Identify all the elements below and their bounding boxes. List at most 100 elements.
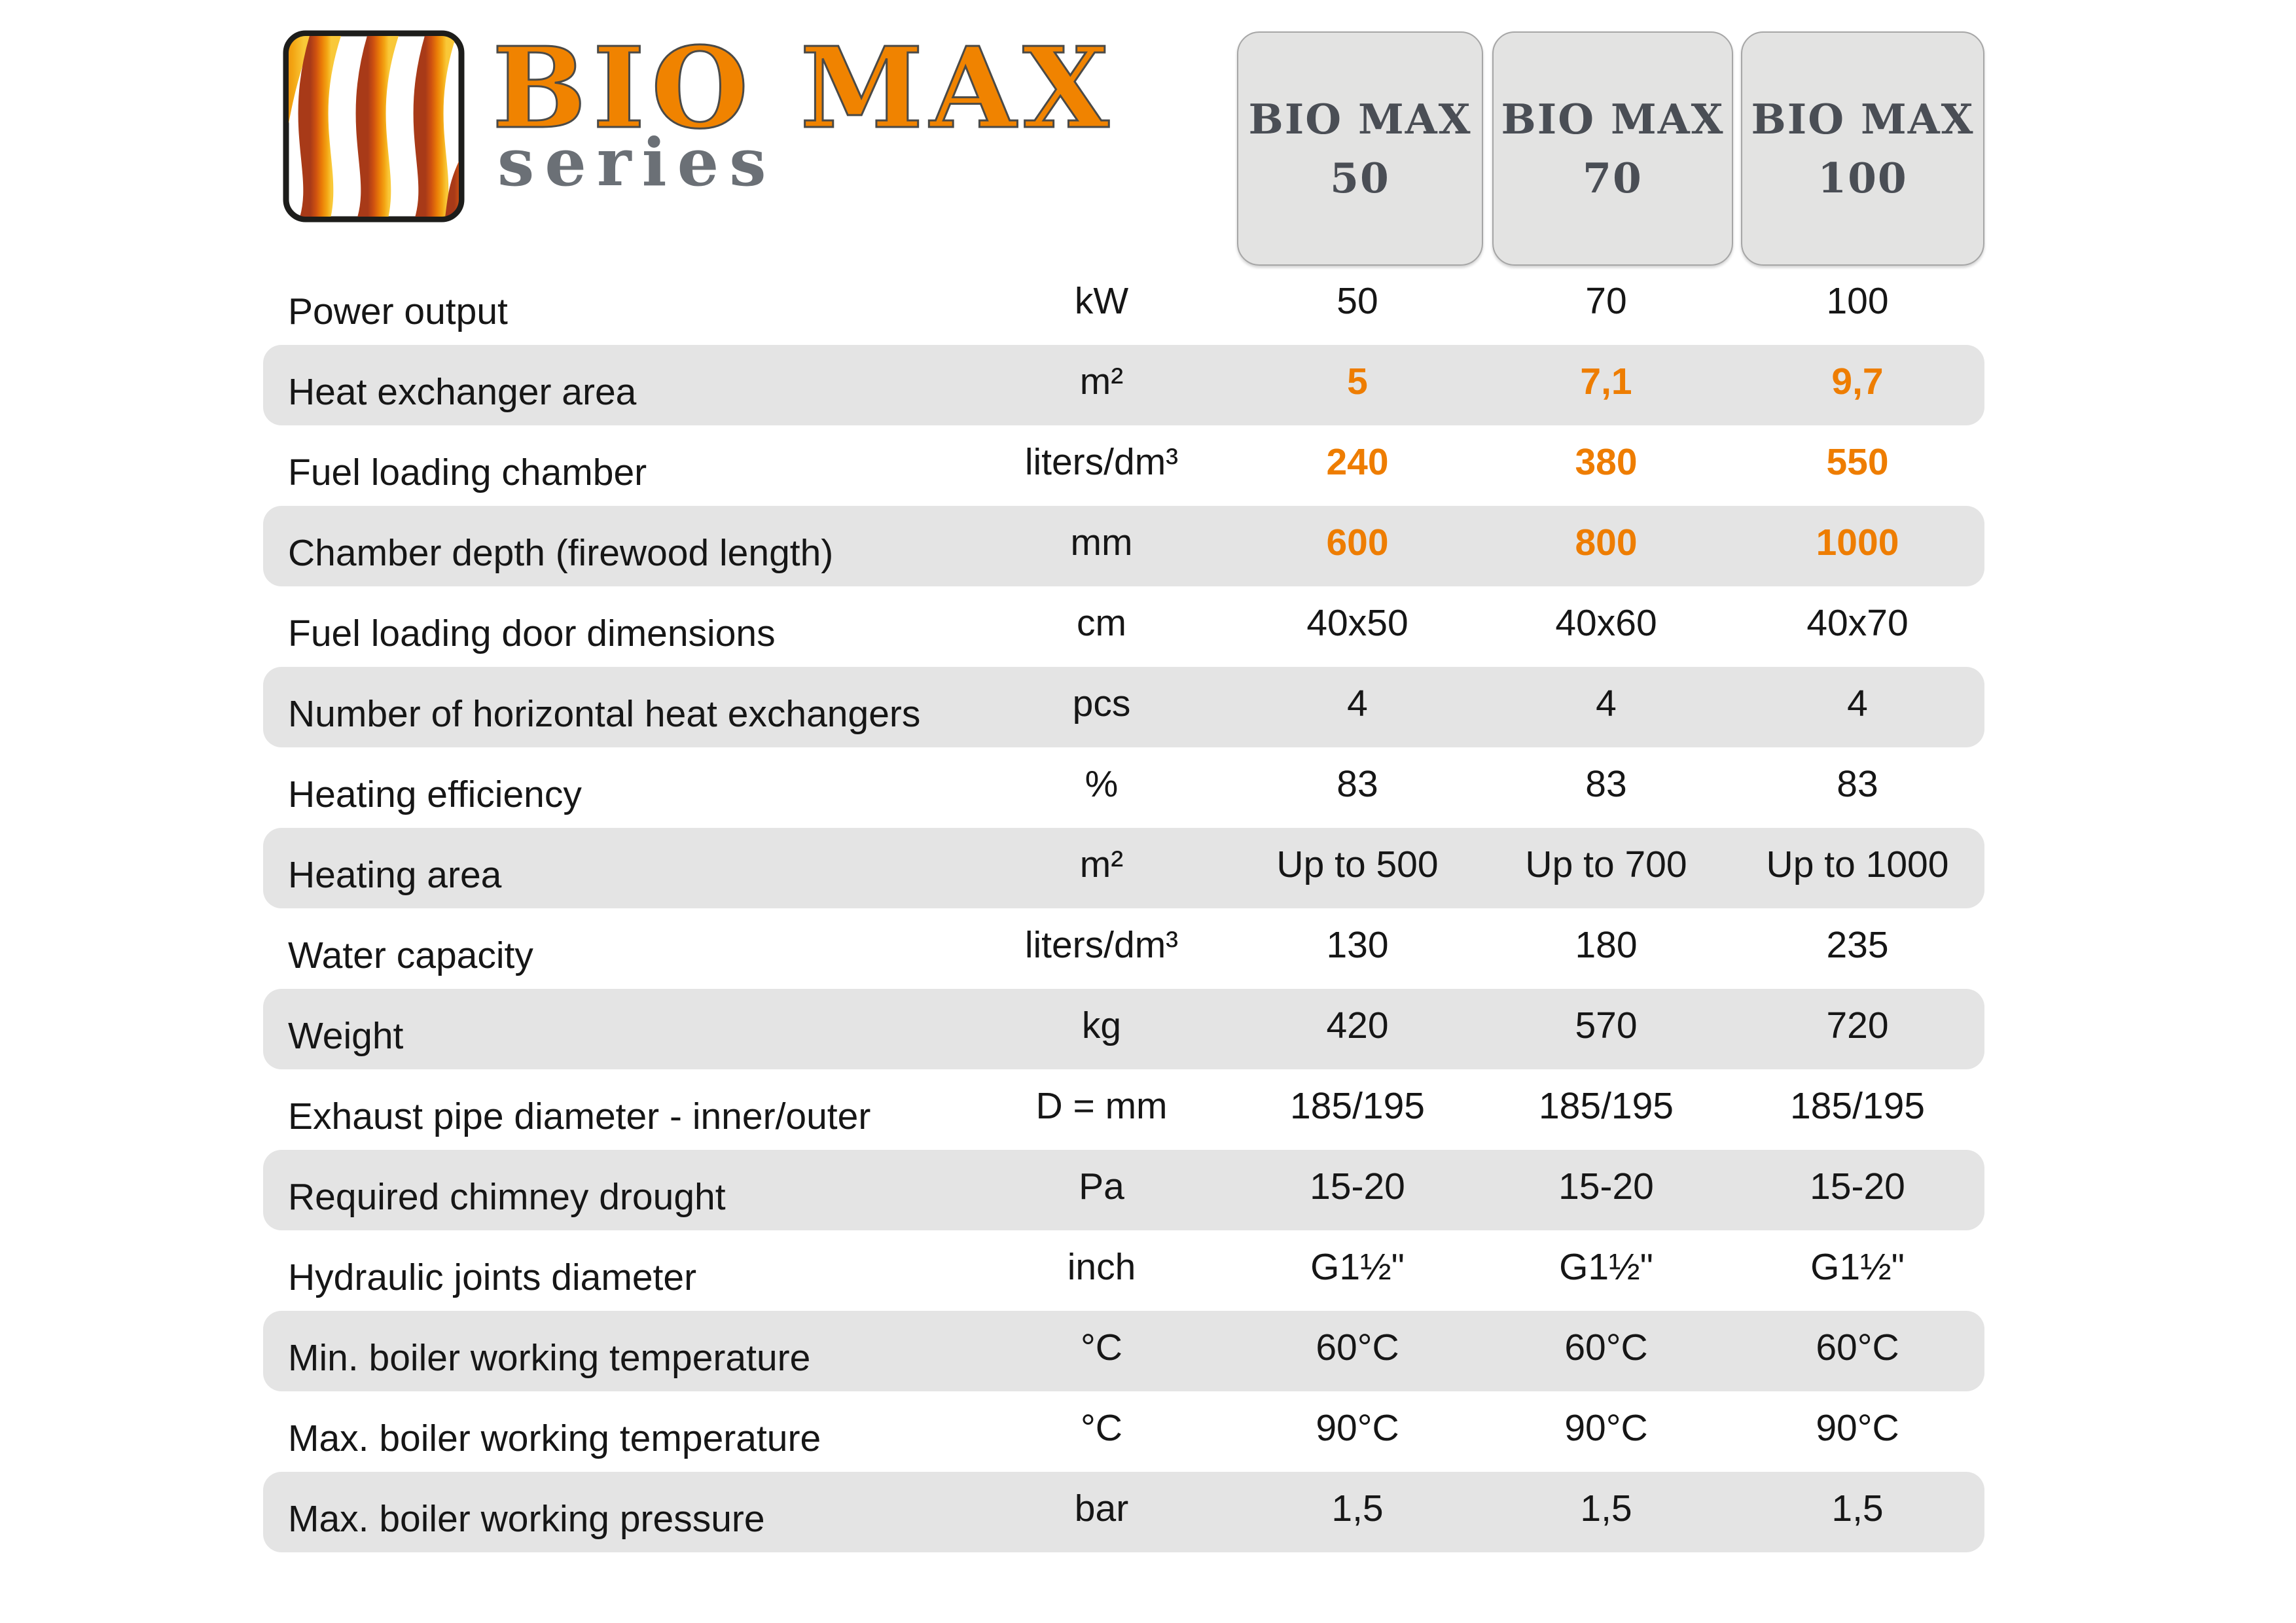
row-value-biomax-70: 70	[1585, 280, 1627, 322]
row-value-biomax-70: 185/195	[1538, 1085, 1674, 1127]
row-value-biomax-100: 83	[1837, 763, 1878, 805]
row-unit: liters/dm³	[1024, 924, 1179, 966]
row-unit: mm	[1070, 522, 1133, 563]
row-value-biomax-70: 570	[1575, 1005, 1638, 1046]
row-unit: D = mm	[1035, 1085, 1168, 1127]
row-value-biomax-50: G1½"	[1310, 1246, 1405, 1288]
row-label: Chamber depth (firewood length)	[288, 532, 834, 574]
row-value-biomax-100: 100	[1826, 280, 1889, 322]
row-unit: kW	[1074, 280, 1129, 322]
row-value-biomax-70: 83	[1585, 763, 1627, 805]
row-value-biomax-100: 9,7	[1831, 361, 1884, 402]
row-value-biomax-70: 15-20	[1558, 1166, 1654, 1207]
product-header-biomax-70: BIO MAX 70	[1492, 31, 1733, 266]
row-value-biomax-50: 60°C	[1316, 1327, 1399, 1368]
row-label: Fuel loading door dimensions	[288, 613, 776, 654]
spec-row: Water capacity liters/dm³ 130 180 235	[263, 908, 1984, 989]
spec-row: Weight kg 420 570 720	[263, 989, 1984, 1069]
row-unit: kg	[1081, 1005, 1122, 1046]
row-value-biomax-100: 185/195	[1789, 1085, 1926, 1127]
row-value-biomax-100: Up to 1000	[1766, 844, 1949, 885]
row-value-biomax-50: 5	[1347, 361, 1368, 402]
spec-row: Max. boiler working temperature °C 90°C …	[263, 1391, 1984, 1472]
row-unit: liters/dm³	[1024, 441, 1179, 483]
row-label: Heating efficiency	[288, 774, 582, 815]
spec-row: Power output kW 50 70 100	[263, 264, 1984, 345]
row-value-biomax-100: 235	[1826, 924, 1889, 966]
spec-row: Heating efficiency % 83 83 83	[263, 747, 1984, 828]
row-value-biomax-50: 240	[1326, 441, 1389, 483]
row-label: Fuel loading chamber	[288, 452, 647, 493]
brand-title: BIO MAX	[491, 23, 1116, 154]
row-value-biomax-50: 130	[1326, 924, 1389, 966]
row-value-biomax-50: 1,5	[1331, 1488, 1384, 1529]
product-name: BIO MAX	[1501, 95, 1725, 143]
row-value-biomax-100: G1½"	[1810, 1246, 1905, 1288]
row-unit: pcs	[1072, 683, 1131, 724]
product-header-biomax-50: BIO MAX 50	[1237, 31, 1483, 266]
row-value-biomax-70: 90°C	[1564, 1407, 1648, 1449]
spec-row: Exhaust pipe diameter - inner/outer D = …	[263, 1069, 1984, 1150]
spec-table: Power output kW 50 70 100 Heat exchanger…	[263, 264, 1984, 1552]
spec-row: Chamber depth (firewood length) mm 600 8…	[263, 506, 1984, 586]
row-unit: °C	[1081, 1327, 1122, 1368]
spec-row: Required chimney drought Pa 15-20 15-20 …	[263, 1150, 1984, 1230]
row-value-biomax-70: 4	[1596, 683, 1617, 724]
row-label: Hydraulic joints diameter	[288, 1257, 697, 1298]
row-unit: m²	[1079, 844, 1124, 885]
spec-row: Max. boiler working pressure bar 1,5 1,5…	[263, 1472, 1984, 1552]
row-value-biomax-100: 1000	[1816, 522, 1899, 563]
row-label: Number of horizontal heat exchangers	[288, 693, 921, 735]
row-unit: °C	[1081, 1407, 1122, 1449]
row-label: Max. boiler working temperature	[288, 1418, 821, 1459]
spec-row: Heating area m² Up to 500 Up to 700 Up t…	[263, 828, 1984, 908]
row-value-biomax-50: 90°C	[1316, 1407, 1399, 1449]
row-unit: m²	[1079, 361, 1124, 402]
row-unit: %	[1085, 763, 1119, 805]
row-value-biomax-100: 550	[1826, 441, 1889, 483]
row-value-biomax-70: 60°C	[1564, 1327, 1648, 1368]
row-value-biomax-100: 60°C	[1816, 1327, 1899, 1368]
row-unit: inch	[1067, 1246, 1136, 1288]
row-value-biomax-50: Up to 500	[1276, 844, 1439, 885]
row-value-biomax-50: 50	[1336, 280, 1378, 322]
product-name: BIO MAX	[1751, 95, 1975, 143]
row-value-biomax-70: 1,5	[1580, 1488, 1632, 1529]
row-value-biomax-50: 185/195	[1289, 1085, 1426, 1127]
row-value-biomax-70: Up to 700	[1525, 844, 1687, 885]
spec-row: Hydraulic joints diameter inch G1½" G1½"…	[263, 1230, 1984, 1311]
row-value-biomax-70: 180	[1575, 924, 1638, 966]
row-value-biomax-50: 40x50	[1306, 602, 1408, 644]
row-value-biomax-70: 7,1	[1580, 361, 1632, 402]
row-label: Min. boiler working temperature	[288, 1337, 811, 1379]
spec-row: Number of horizontal heat exchangers pcs…	[263, 667, 1984, 747]
product-model: 100	[1818, 154, 1908, 202]
row-value-biomax-50: 15-20	[1310, 1166, 1405, 1207]
spec-row: Min. boiler working temperature °C 60°C …	[263, 1311, 1984, 1391]
product-header-biomax-100: BIO MAX 100	[1741, 31, 1984, 266]
row-label: Heat exchanger area	[288, 371, 637, 413]
row-label: Exhaust pipe diameter - inner/outer	[288, 1096, 871, 1137]
row-value-biomax-50: 83	[1336, 763, 1378, 805]
row-value-biomax-100: 4	[1847, 683, 1868, 724]
spec-row: Fuel loading chamber liters/dm³ 240 380 …	[263, 425, 1984, 506]
row-label: Power output	[288, 291, 508, 332]
row-value-biomax-70: 800	[1575, 522, 1638, 563]
product-name: BIO MAX	[1248, 95, 1472, 143]
row-label: Water capacity	[288, 935, 533, 976]
row-value-biomax-70: 380	[1575, 441, 1638, 483]
row-value-biomax-100: 1,5	[1831, 1488, 1884, 1529]
row-value-biomax-70: G1½"	[1559, 1246, 1653, 1288]
row-value-biomax-100: 90°C	[1816, 1407, 1899, 1449]
row-value-biomax-100: 15-20	[1810, 1166, 1905, 1207]
flame-stripes-logo-icon	[283, 30, 465, 223]
row-label: Required chimney drought	[288, 1176, 726, 1218]
row-unit: Pa	[1079, 1166, 1124, 1207]
row-label: Weight	[288, 1015, 404, 1057]
spec-row: Fuel loading door dimensions cm 40x50 40…	[263, 586, 1984, 667]
row-value-biomax-50: 4	[1347, 683, 1368, 724]
product-model: 70	[1583, 154, 1643, 202]
row-label: Max. boiler working pressure	[288, 1498, 765, 1540]
row-unit: cm	[1077, 602, 1126, 644]
